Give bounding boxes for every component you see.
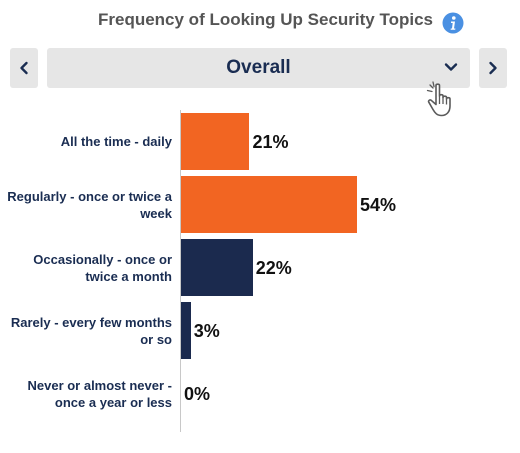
category-label: Regularly - once or twice a week [7,188,172,221]
value-label: 54% [360,194,397,215]
category-label: Never or almost never - once a year or l… [27,377,172,410]
chart-title: Frequency of Looking Up Security Topics [97,10,433,29]
chevron-right-icon [489,61,497,75]
value-label: 21% [252,131,289,152]
category-label: Occasionally - once or twice a month [33,251,172,284]
value-label: 3% [193,320,220,341]
next-button[interactable] [479,48,507,88]
category-label: Rarely - every few months or so [10,314,172,347]
chart-axis-line [180,110,181,432]
chevron-left-icon [20,61,28,75]
bar[interactable] [181,302,191,359]
chevron-down-icon [444,63,458,71]
category-label: All the time - daily [60,134,172,149]
segment-dropdown[interactable]: Overall [47,48,470,88]
hand-pointer-icon [426,81,451,117]
bar[interactable] [181,113,250,170]
info-icon[interactable] [442,12,464,34]
selected-segment: Overall [226,57,291,78]
value-label: 22% [255,257,292,278]
previous-button[interactable] [10,48,38,88]
bar[interactable] [181,176,357,233]
value-label: 0% [184,383,211,404]
bar[interactable] [181,239,253,296]
